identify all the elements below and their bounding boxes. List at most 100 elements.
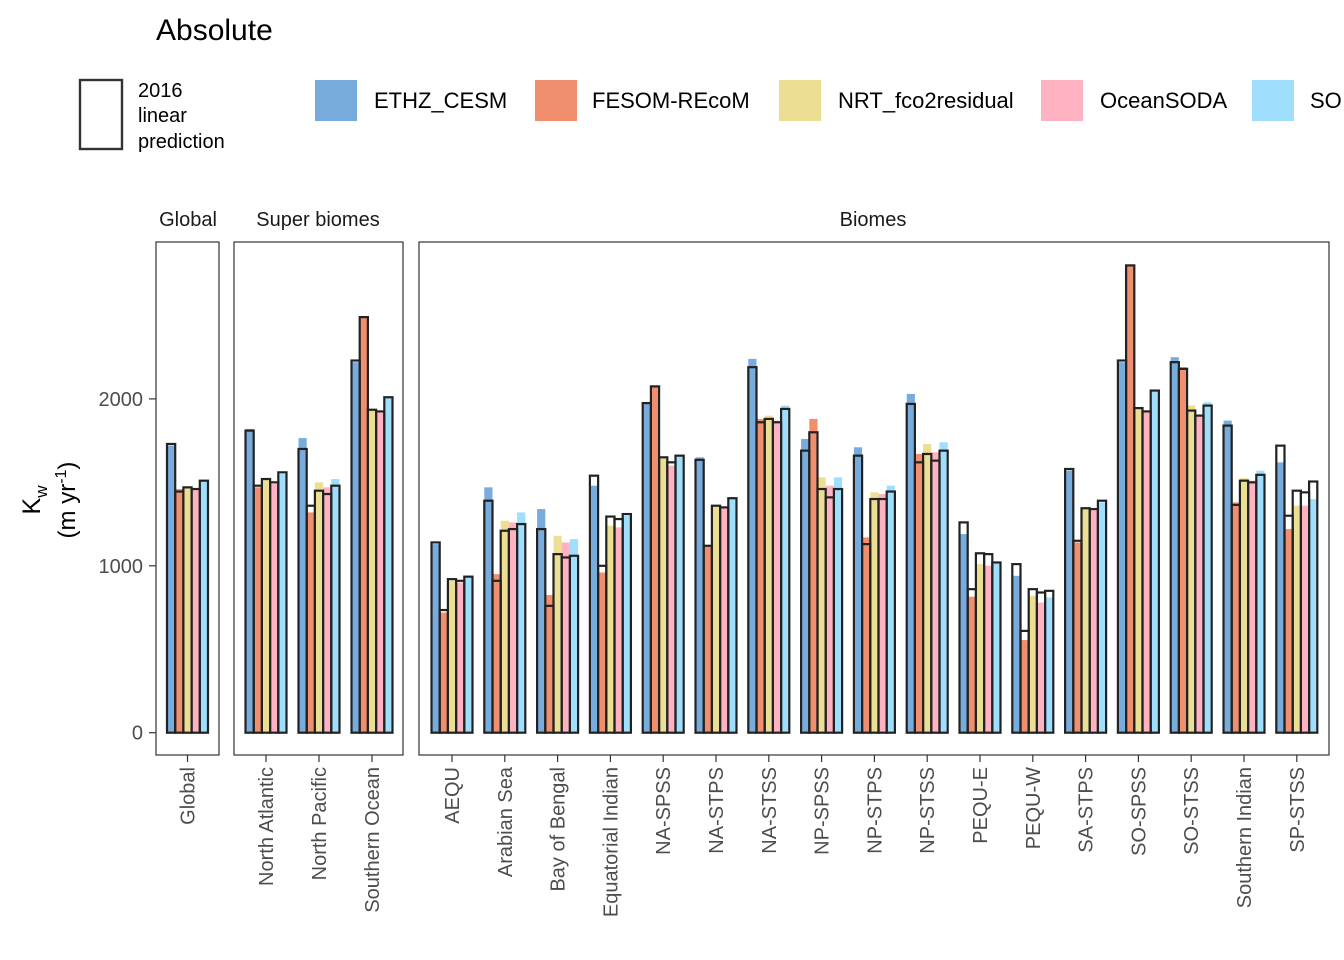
y-axis-title-symbol: Kw	[18, 485, 51, 515]
bar-np-stps-ethz-cesm	[853, 447, 863, 733]
prediction-outline-sp-stss-so	[1307, 480, 1319, 734]
bar-bay-of-bengal-nrt-fco2residual	[553, 535, 562, 733]
bar-bay-of-bengal-oceansoda	[561, 542, 570, 733]
prediction-outline-sa-stps-so	[1096, 499, 1108, 734]
bar-pequ-e-fesom-recom	[967, 596, 976, 733]
bar-pequ-e-nrt-fco2residual	[975, 564, 985, 733]
bar-north-atlantic-so	[278, 474, 287, 733]
bar-so-spss-so	[1150, 390, 1159, 733]
bar-southern-ocean-oceansoda	[376, 412, 385, 733]
prediction-outline-bay-of-bengal-so	[568, 554, 580, 734]
bar-na-stps-ethz-cesm	[695, 457, 704, 733]
prediction-outline-np-stps-so	[885, 490, 897, 734]
prediction-outline-global-so	[198, 479, 210, 734]
bar-pequ-w-ethz-cesm	[1012, 575, 1021, 733]
bar-so-stss-ethz-cesm	[1170, 357, 1179, 733]
prediction-outline-na-stps-so	[727, 497, 738, 734]
bar-aequ-nrt-fco2residual	[447, 580, 457, 733]
y-tick-label: 1000	[99, 556, 144, 578]
strip-label-global: Global	[159, 209, 217, 231]
prediction-outline-aequ-so	[463, 575, 474, 734]
x-tick-label-np-stps: NP-STPS	[864, 767, 886, 854]
x-tick-label-southern-ocean: Southern Ocean	[362, 767, 384, 913]
panel-border-super-biomes	[233, 241, 404, 756]
bar-np-stps-so	[886, 485, 895, 733]
legend-label-ethz-cesm: ETHZ_CESM	[374, 88, 507, 113]
y-tick-label: 2000	[99, 389, 144, 411]
bar-north-pacific-so	[331, 479, 340, 733]
x-tick-label-sp-stss: SP-STSS	[1287, 767, 1309, 853]
bar-southern-indian-oceansoda	[1248, 480, 1257, 733]
legend-label-prediction-line2: linear	[138, 105, 187, 127]
bar-southern-ocean-fesom-recom	[359, 317, 368, 733]
bar-so-stss-oceansoda	[1195, 415, 1204, 733]
x-tick-label-equatorial-indian: Equatorial Indian	[600, 767, 622, 917]
bar-global-nrt-fco2residual	[183, 486, 192, 733]
bar-na-spss-oceansoda	[667, 465, 676, 733]
x-tick-label-so-spss: SO-SPSS	[1128, 767, 1150, 856]
bar-sp-stss-ethz-cesm	[1276, 462, 1285, 733]
prediction-outline-na-stss-so	[779, 407, 791, 734]
strip-label-super-biomes: Super biomes	[256, 209, 379, 231]
bar-global-ethz-cesm	[167, 445, 176, 733]
bar-np-spss-ethz-cesm	[801, 438, 810, 733]
legend-label-so: SO	[1310, 88, 1342, 113]
bar-pequ-e-oceansoda	[984, 565, 993, 733]
legend-key-ethz-cesm	[315, 80, 357, 121]
legend-key-so	[1252, 80, 1294, 121]
bar-sp-stss-oceansoda	[1300, 505, 1310, 733]
bar-pequ-w-oceansoda	[1036, 602, 1046, 733]
bar-na-spss-nrt-fco2residual	[659, 457, 668, 733]
bar-pequ-e-so	[992, 562, 1001, 733]
x-tick-label-na-spss: NA-SPSS	[653, 767, 675, 855]
bar-sa-stps-oceansoda	[1089, 509, 1098, 733]
prediction-outline-pequ-e-so	[991, 561, 1002, 734]
bar-sp-stss-fesom-recom	[1284, 529, 1293, 733]
bar-np-stss-nrt-fco2residual	[923, 443, 932, 733]
prediction-outline-na-spss-so	[674, 454, 685, 734]
y-axis-units-exponent: -1	[53, 469, 70, 483]
bar-north-pacific-oceansoda	[323, 487, 332, 733]
bar-equatorial-indian-fesom-recom	[598, 572, 607, 733]
bar-na-stps-oceansoda	[720, 507, 729, 733]
x-tick-label-pequ-e: PEQU-E	[970, 767, 992, 844]
panel-border-biomes	[418, 241, 1330, 756]
panel-global: Global Global	[155, 209, 220, 825]
bar-na-spss-ethz-cesm	[642, 403, 651, 733]
bar-np-spss-so	[833, 477, 843, 733]
bar-arabian-sea-ethz-cesm	[484, 487, 493, 733]
bar-so-spss-fesom-recom	[1126, 265, 1135, 733]
panel-super-biomes: Super biomes North Atlantic North Pacific S…	[233, 209, 404, 913]
bar-southern-ocean-ethz-cesm	[351, 362, 360, 733]
x-tick-label-np-spss: NP-SPSS	[812, 767, 834, 855]
y-axis-title-units: (m yr-1)	[53, 462, 81, 539]
bar-na-stps-fesom-recom	[703, 545, 712, 733]
bar-so-spss-ethz-cesm	[1117, 362, 1127, 733]
y-axis-units-prefix: (m yr	[54, 484, 81, 539]
chart-title: Absolute	[156, 14, 273, 47]
x-tick-label-aequ: AEQU	[442, 767, 464, 824]
legend-label-prediction-line1: 2016	[138, 80, 183, 102]
bar-sp-stss-nrt-fco2residual	[1292, 505, 1301, 733]
bar-north-atlantic-nrt-fco2residual	[261, 479, 271, 733]
bar-np-spss-oceansoda	[825, 485, 834, 733]
bar-pequ-e-ethz-cesm	[959, 534, 968, 733]
bar-aequ-fesom-recom	[439, 612, 448, 733]
bar-so-stss-so	[1203, 402, 1212, 733]
bar-np-stps-nrt-fco2residual	[870, 492, 879, 733]
legend-label-prediction-line3: prediction	[138, 131, 225, 153]
bar-na-stss-nrt-fco2residual	[764, 415, 773, 733]
bar-so-stss-nrt-fco2residual	[1187, 405, 1196, 733]
prediction-outline-np-spss-so	[832, 487, 844, 734]
bar-southern-indian-nrt-fco2residual	[1239, 478, 1249, 733]
bar-np-stps-fesom-recom	[862, 537, 871, 733]
bar-equatorial-indian-oceansoda	[614, 527, 623, 733]
bar-north-pacific-ethz-cesm	[298, 438, 307, 733]
bar-pequ-w-nrt-fco2residual	[1028, 595, 1037, 733]
bar-bay-of-bengal-ethz-cesm	[537, 509, 546, 733]
legend-label-nrt-fco2residual: NRT_fco2residual	[838, 88, 1014, 113]
bar-sp-stss-so	[1309, 499, 1318, 733]
bar-arabian-sea-fesom-recom	[492, 574, 501, 733]
prediction-outline-north-pacific-so	[330, 484, 341, 734]
